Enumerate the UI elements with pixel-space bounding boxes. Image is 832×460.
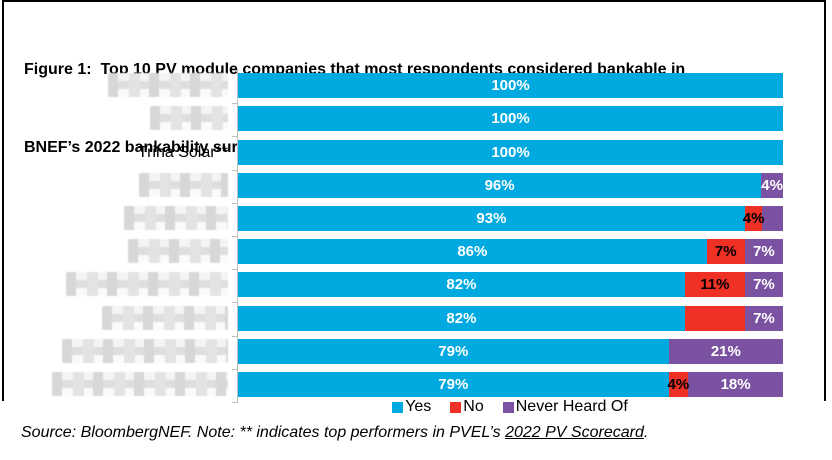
chart-legend: Yes No Never Heard Of (237, 398, 783, 416)
figure-border-box (2, 0, 826, 401)
stacked-bar: 86% 7% 7% (238, 239, 783, 265)
axis-tick (232, 70, 238, 71)
bar-row: 82% 7% (0, 305, 832, 331)
axis-tick (232, 136, 238, 138)
category-label: Trina Solar** (137, 143, 228, 161)
axis-tick (232, 236, 238, 237)
bar-segment-never-heard-of (762, 206, 783, 231)
bar-value-label: 100% (491, 110, 530, 128)
redacted-company-label (108, 73, 228, 98)
stacked-bar: 82% 11% 7% (238, 272, 783, 298)
bar-value-label: 86% (457, 243, 488, 261)
legend-swatch-yes-icon (392, 401, 404, 413)
redacted-company-label (66, 272, 228, 297)
bar-value-label: 18% (720, 376, 751, 393)
bar-segment-yes: 100% (238, 106, 783, 132)
stacked-bar: 79% 21% (238, 338, 784, 364)
bar-value-label: 4% (742, 210, 765, 227)
bar-segment-no: 4% (667, 372, 690, 397)
bar-value-label: 11% (700, 276, 730, 294)
stacked-bar: 79% 4% 18% (238, 372, 783, 397)
legend-item-no: No (450, 398, 484, 416)
legend-swatch-no-icon (450, 401, 462, 413)
bar-segment-yes: 82% (238, 272, 685, 298)
legend-label-nho: Never Heard Of (515, 398, 628, 415)
stacked-bar: 100% (238, 106, 783, 132)
bar-row: 79% 21% (0, 338, 832, 364)
bar-value-label: 7% (753, 309, 775, 327)
bar-segment-never-heard-of: 18% (688, 372, 783, 397)
bar-value-label: 82% (446, 309, 477, 327)
bar-row: 86% 7% 7% (0, 239, 832, 265)
stacked-bar: 96% 4% (238, 172, 783, 198)
source-text: Source: BloombergNEF. Note: ** indicates… (21, 424, 506, 441)
bar-segment-never-heard-of: 7% (744, 305, 783, 331)
bar-value-label: 93% (476, 210, 507, 227)
axis-tick (232, 269, 238, 271)
redacted-company-label (124, 206, 228, 230)
bar-segment-never-heard-of: 7% (744, 239, 783, 265)
axis-tick (232, 335, 238, 337)
bar-segment-never-heard-of: 7% (744, 272, 783, 298)
source-suffix: . (643, 424, 649, 441)
bar-row: 82% 11% 7% (0, 272, 832, 298)
bar-segment-yes: 93% (238, 206, 745, 231)
legend-item-yes: Yes (392, 398, 431, 416)
bar-value-label: 7% (753, 276, 775, 294)
axis-tick (232, 169, 238, 171)
redacted-company-label (128, 239, 228, 264)
bar-value-label: 7% (752, 243, 775, 261)
axis-tick (232, 202, 238, 204)
bar-row: 79% 4% 18% (0, 372, 832, 397)
axis-tick (232, 302, 238, 304)
bar-value-label: 79% (438, 376, 469, 393)
bar-segment-never-heard-of: 21% (668, 338, 784, 364)
legend-item-nho: Never Heard Of (502, 398, 628, 416)
bar-value-label: 82% (446, 276, 477, 294)
redacted-company-label (139, 172, 228, 197)
bar-value-label: 4% (761, 176, 783, 194)
stacked-bar: 100% (238, 73, 783, 99)
stacked-bar: 93% 4% (238, 206, 783, 231)
bar-value-label: 100% (491, 77, 530, 95)
legend-label-no: No (463, 398, 484, 415)
redacted-company-label (102, 305, 228, 330)
bar-value-label: 21% (710, 342, 741, 360)
bar-segment-yes: 100% (238, 139, 783, 165)
bar-value-label: 7% (714, 243, 737, 261)
bar-segment-no: 4% (742, 206, 765, 231)
bar-row: 100% (0, 106, 832, 132)
source-note: Source: BloombergNEF. Note: ** indicates… (21, 424, 648, 442)
bar-segment-no: 7% (706, 239, 745, 265)
bar-segment-no: 11% (684, 272, 745, 298)
legend-swatch-nho-icon (502, 401, 514, 413)
redacted-company-label (52, 372, 228, 396)
bar-row: 93% 4% (0, 206, 832, 231)
legend-label-yes: Yes (405, 398, 432, 415)
bar-segment-yes: 79% (238, 338, 669, 364)
axis-tick (232, 368, 238, 370)
stacked-bar: 100% (238, 139, 783, 165)
bar-segment-yes: 100% (238, 73, 783, 99)
bar-value-label: 100% (491, 143, 530, 161)
stacked-bar: 82% 7% (238, 305, 783, 331)
bar-segment-yes: 82% (238, 305, 685, 331)
bar-segment-no (684, 305, 745, 331)
scorecard-link[interactable]: 2022 PV Scorecard (505, 424, 644, 441)
bar-segment-yes: 96% (238, 172, 762, 198)
bar-row: 100% (0, 73, 832, 99)
redacted-company-label (150, 106, 228, 131)
bar-segment-yes: 79% (238, 372, 669, 397)
axis-tick (232, 402, 238, 403)
bar-row: 96% 4% (0, 172, 832, 198)
axis-tick (232, 103, 238, 105)
bar-value-label: 79% (438, 342, 469, 360)
bar-value-label: 96% (484, 176, 515, 194)
redacted-company-label (62, 338, 228, 363)
bar-row: Trina Solar** 100% (0, 139, 832, 165)
bar-segment-yes: 86% (238, 239, 707, 265)
bar-value-label: 4% (667, 376, 690, 393)
bar-segment-never-heard-of: 4% (761, 172, 783, 198)
